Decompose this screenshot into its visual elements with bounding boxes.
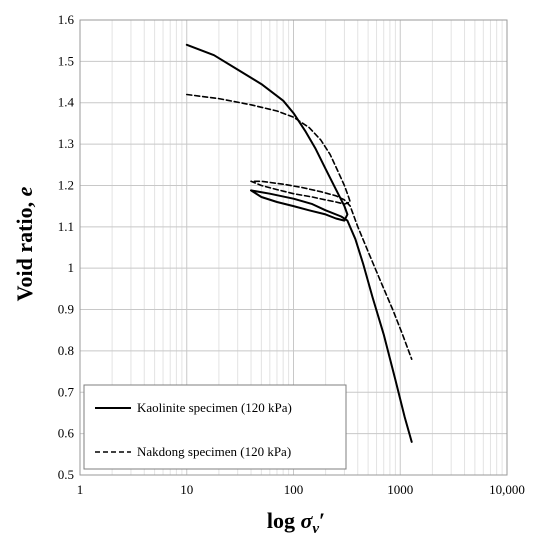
y-axis-title-text: Void ratio, xyxy=(12,196,37,301)
legend-box xyxy=(83,384,347,470)
y-axis-tick-labels: 0.5 0.6 0.7 0.8 0.9 1 1.1 1.2 1.3 1.4 1.5 1.6 xyxy=(58,12,75,482)
data-series xyxy=(185,43,413,443)
x-tick-label: 1 xyxy=(77,482,84,497)
svg-text:Void ratio, e: Void ratio, e xyxy=(12,186,37,301)
y-tick-label: 1.1 xyxy=(58,219,74,234)
x-tick-label: 100 xyxy=(284,482,304,497)
x-tick-label: 10 xyxy=(180,482,193,497)
x-axis-title: log σv′ xyxy=(267,508,325,537)
y-axis-title-variable: e xyxy=(12,186,37,196)
y-tick-label: 0.6 xyxy=(58,426,75,441)
legend-label-nakdong: Nakdong specimen (120 kPa) xyxy=(137,444,291,459)
y-tick-label: 0.8 xyxy=(58,343,74,358)
y-tick-label: 0.5 xyxy=(58,467,74,482)
legend-label-kaolinite: Kaolinite specimen (120 kPa) xyxy=(137,400,292,415)
x-axis-title-subscript: v xyxy=(312,521,319,537)
y-tick-label: 1 xyxy=(68,260,75,275)
y-tick-label: 0.7 xyxy=(58,384,75,399)
series-line-nakdong xyxy=(186,93,413,360)
x-tick-label: 10,000 xyxy=(489,482,525,497)
legend: Kaolinite specimen (120 kPa) Nakdong spe… xyxy=(83,384,347,470)
x-axis-title-prime: ′ xyxy=(319,508,325,533)
x-axis-title-sigma: σ xyxy=(300,508,313,533)
x-axis-tick-labels: 1 10 100 1000 10,000 xyxy=(77,482,525,497)
y-tick-label: 1.3 xyxy=(58,136,74,151)
y-tick-label: 1.4 xyxy=(58,95,75,110)
y-axis-title: Void ratio, e xyxy=(12,186,37,301)
y-tick-label: 0.9 xyxy=(58,302,74,317)
svg-text:log σv′: log σv′ xyxy=(267,508,325,537)
x-tick-label: 1000 xyxy=(387,482,413,497)
plot-border xyxy=(79,19,508,476)
y-tick-label: 1.2 xyxy=(58,177,74,192)
y-tick-label: 1.5 xyxy=(58,53,74,68)
plot-area-border xyxy=(79,19,508,476)
y-tick-label: 1.6 xyxy=(58,12,75,27)
x-axis-title-text: log xyxy=(267,508,301,533)
